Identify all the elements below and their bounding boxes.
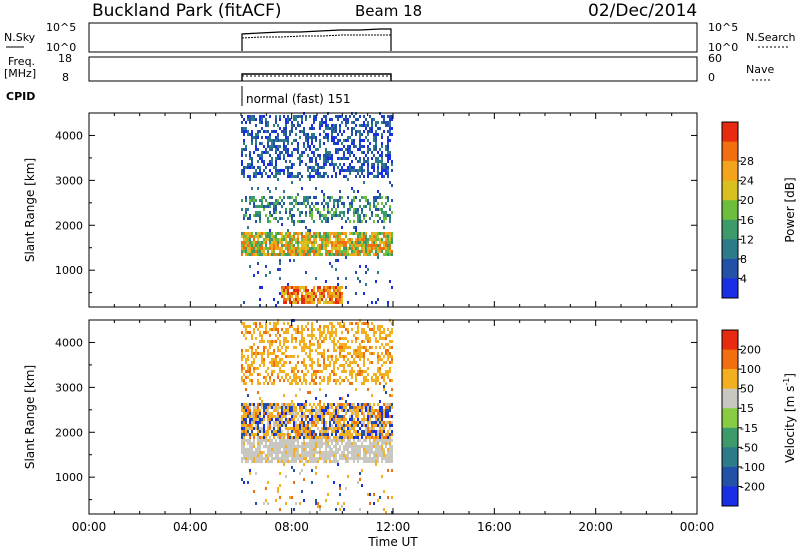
station-title: Buckland Park (fitACF) bbox=[92, 1, 282, 21]
velocity-colorbar-tick: 15 bbox=[740, 402, 754, 415]
velocity-colorbar-swatch bbox=[722, 349, 738, 370]
power-ytick-label: 2000 bbox=[55, 219, 83, 232]
velocity-colorbar-swatch bbox=[722, 369, 738, 390]
power-colorbar-swatch bbox=[722, 180, 738, 201]
velocity-colorbar-swatch bbox=[722, 330, 738, 351]
power-colorbar-swatch bbox=[722, 278, 738, 299]
velocity-colorbar-swatch bbox=[722, 486, 738, 507]
power-colorbar-tick: 16 bbox=[740, 214, 754, 227]
velocity-ytick-label: 4000 bbox=[55, 336, 83, 349]
power-ytick-label: 4000 bbox=[55, 129, 83, 142]
velocity-colorbar-swatch bbox=[722, 427, 738, 448]
power-colorbar-swatch bbox=[722, 122, 738, 143]
xtick-label: 00:00 bbox=[680, 520, 715, 534]
freq-right-tick-bottom: 0 bbox=[708, 71, 715, 84]
velocity-colorbar-label: Velocity [m s-1] bbox=[782, 373, 797, 463]
noise-right-tick-bottom: 10^0 bbox=[708, 41, 738, 54]
freq-left-label-1: Freq. bbox=[8, 55, 35, 68]
power-colorbar: 4 8 12 16 20 24 28 Power [dB] bbox=[721, 121, 797, 299]
xtick-label: 16:00 bbox=[477, 520, 512, 534]
power-colorbar-tick: 12 bbox=[740, 233, 754, 246]
velocity-colorbar-swatch bbox=[722, 388, 738, 409]
power-panel: 1000 2000 3000 4000 Slant Range [km] bbox=[23, 112, 698, 308]
velocity-panel: 1000 2000 3000 4000 Slant Range [km] 00:00 04:… bbox=[23, 319, 714, 549]
velocity-colorbar-tick: 50 bbox=[740, 383, 754, 396]
power-ytick-label: 1000 bbox=[55, 264, 83, 277]
velocity-colorbar-tick: -50 bbox=[740, 441, 758, 454]
freq-left-label-2: [MHz] bbox=[4, 67, 36, 80]
power-colorbar-swatch bbox=[722, 161, 738, 182]
noise-panel: N.Sky N.Search 10^5 10^0 10^5 10^0 bbox=[4, 21, 796, 54]
power-colorbar-tick: 24 bbox=[740, 175, 754, 188]
noise-right-tick-top: 10^5 bbox=[708, 21, 738, 34]
velocity-data-cells bbox=[241, 319, 393, 514]
noise-left-tick-top: 10^5 bbox=[46, 21, 76, 34]
velocity-colorbar-tick: -100 bbox=[740, 461, 765, 474]
power-colorbar-tick: 28 bbox=[740, 155, 754, 168]
power-colorbar-swatch bbox=[722, 239, 738, 260]
beam-title: Beam 18 bbox=[355, 2, 422, 20]
power-colorbar-label: Power [dB] bbox=[783, 177, 797, 242]
cpid-mode: normal (fast) 151 bbox=[246, 92, 350, 106]
noise-left-label: N.Sky bbox=[4, 31, 36, 44]
power-data-cells bbox=[241, 112, 393, 307]
cpid-label: CPID bbox=[6, 90, 35, 103]
power-colorbar-swatch bbox=[722, 200, 738, 221]
power-colorbar-swatch bbox=[722, 141, 738, 162]
velocity-ylabel: Slant Range [km] bbox=[23, 365, 37, 469]
xtick-label: 00:00 bbox=[72, 520, 107, 534]
xtick-label: 04:00 bbox=[173, 520, 208, 534]
freq-right-tick-top: 60 bbox=[708, 52, 722, 65]
power-colorbar-tick: 8 bbox=[740, 253, 747, 266]
xtick-label: 20:00 bbox=[578, 520, 613, 534]
noise-sky-trace bbox=[241, 28, 392, 51]
velocity-colorbar-swatch bbox=[722, 466, 738, 487]
noise-search-trace bbox=[241, 34, 391, 39]
power-colorbar-tick: 4 bbox=[740, 272, 747, 285]
freq-left-tick-bottom: 8 bbox=[62, 71, 69, 84]
freq-right-label: Nave bbox=[746, 63, 774, 76]
xtick-label: 12:00 bbox=[376, 520, 411, 534]
power-colorbar-swatch bbox=[722, 219, 738, 240]
velocity-ytick-label: 3000 bbox=[55, 381, 83, 394]
velocity-colorbar-tick: 100 bbox=[740, 363, 761, 376]
velocity-colorbar-tick: -15 bbox=[740, 422, 758, 435]
date-title: 02/Dec/2014 bbox=[588, 1, 697, 21]
power-ylabel: Slant Range [km] bbox=[23, 158, 37, 262]
velocity-colorbar-swatch bbox=[722, 408, 738, 429]
power-plot-frame bbox=[88, 112, 698, 308]
velocity-colorbar-swatch bbox=[722, 447, 738, 468]
velocity-colorbar-tick: -200 bbox=[740, 480, 765, 493]
xtick-label: 08:00 bbox=[274, 520, 309, 534]
velocity-ytick-label: 1000 bbox=[55, 471, 83, 484]
freq-panel: Freq. [MHz] Nave 18 8 60 0 bbox=[4, 52, 774, 84]
velocity-ytick-label: 2000 bbox=[55, 426, 83, 439]
noise-left-tick-bottom: 10^0 bbox=[46, 41, 76, 54]
power-ytick-label: 3000 bbox=[55, 174, 83, 187]
velocity-colorbar-tick: 200 bbox=[740, 344, 761, 357]
freq-left-tick-top: 18 bbox=[58, 52, 72, 65]
x-axis-label: Time UT bbox=[367, 535, 418, 549]
noise-right-label: N.Search bbox=[746, 31, 796, 44]
velocity-colorbar: 200 100 50 15 -15 -50 -100 -200 Velocity [m s-1] bbox=[721, 329, 797, 507]
power-colorbar-tick: 20 bbox=[740, 194, 754, 207]
power-colorbar-swatch bbox=[722, 258, 738, 279]
freq-trace bbox=[241, 73, 392, 81]
